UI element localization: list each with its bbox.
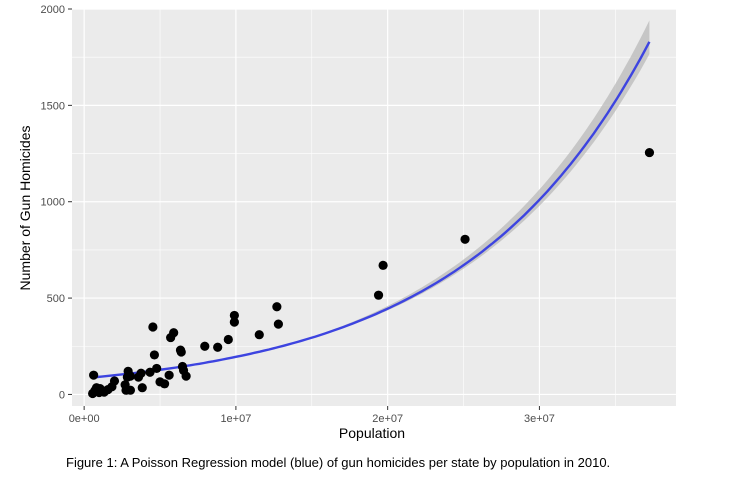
y-tick-label: 500	[47, 293, 65, 305]
data-point	[159, 379, 170, 389]
data-point	[200, 341, 210, 351]
x-axis-title: Population	[339, 425, 405, 441]
data-point	[273, 319, 283, 329]
data-point	[145, 367, 155, 377]
data-point	[149, 350, 160, 360]
data-point	[125, 385, 136, 395]
tick-layer: 0e+00 1e+07 2e+07 3e+07 0 500 1000 1500 2000	[41, 4, 555, 425]
y-tick-label: 2000	[41, 4, 65, 16]
x-tick-label: 0e+00	[69, 413, 100, 425]
data-point	[137, 383, 147, 393]
data-point	[148, 322, 158, 332]
y-tick-label: 1500	[41, 100, 65, 112]
data-point	[229, 310, 239, 321]
y-axis-title: Number of Gun Homicides	[17, 126, 33, 291]
data-point	[136, 368, 146, 378]
data-point	[373, 290, 384, 300]
confidence-band	[92, 20, 650, 379]
grid-layer	[72, 8, 676, 406]
y-tick-label: 0	[59, 389, 65, 401]
data-point	[254, 330, 264, 340]
data-point	[378, 260, 388, 270]
x-tick-label: 3e+07	[524, 413, 555, 425]
points-layer	[88, 147, 655, 399]
data-point	[164, 370, 174, 380]
data-point	[181, 371, 191, 381]
x-tick-label: 1e+07	[220, 413, 251, 425]
data-point	[125, 371, 136, 381]
data-point	[272, 302, 282, 312]
data-point	[152, 363, 162, 374]
data-point	[460, 234, 470, 244]
data-point	[229, 317, 239, 327]
data-point	[644, 147, 655, 158]
data-point	[223, 334, 233, 345]
data-point	[109, 376, 120, 386]
y-tick-label: 1000	[41, 197, 65, 209]
data-point	[89, 370, 99, 380]
figure-caption: Figure 1: A Poisson Regression model (bl…	[66, 455, 611, 470]
x-tick-label: 2e+07	[372, 413, 403, 425]
data-point	[169, 328, 179, 338]
confidence-band-layer	[92, 20, 650, 379]
data-point	[176, 347, 186, 357]
data-point	[213, 342, 223, 352]
